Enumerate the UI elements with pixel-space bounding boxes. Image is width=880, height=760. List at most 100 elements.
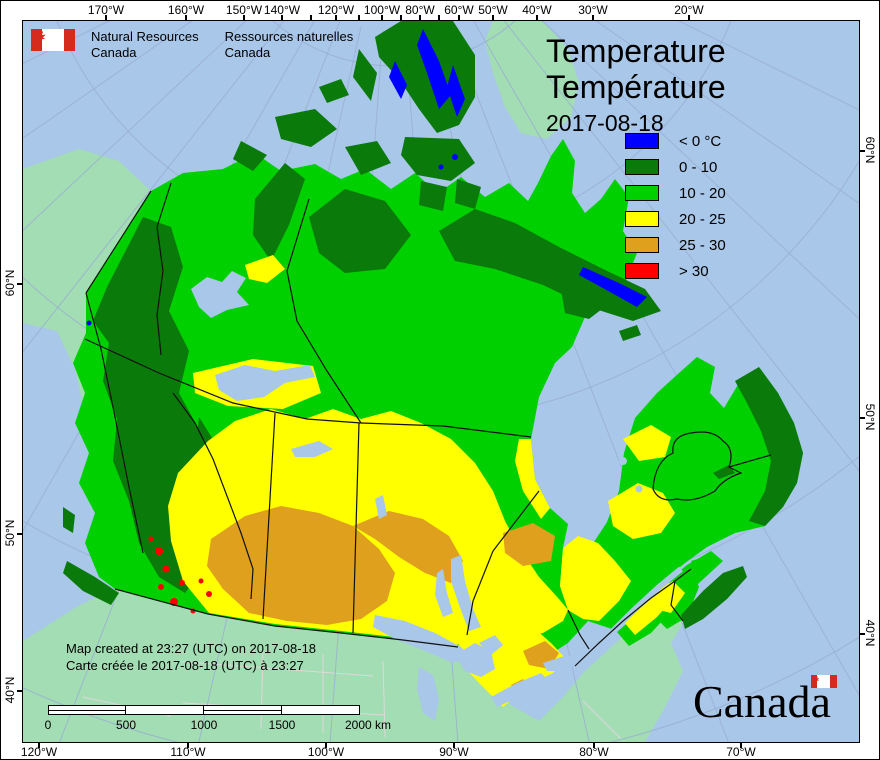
- lake-huron: [455, 635, 503, 677]
- axis-label-top-20w: 20°W: [674, 3, 704, 17]
- legend-label: 25 - 30: [679, 236, 726, 254]
- manitoba-north-border: [360, 422, 532, 438]
- southampton-island: [561, 279, 641, 341]
- legend-label: > 30: [679, 262, 709, 280]
- axis-label-top-30w: 30°W: [578, 3, 608, 17]
- tick-right: [859, 150, 865, 152]
- scale-bar-segments: [48, 705, 360, 715]
- axis-label-left-60n: 60°N: [3, 269, 17, 297]
- parry-islands: [233, 79, 391, 175]
- ontario-quebec-border: [567, 609, 590, 650]
- axis-label-right-50n: 50°N: [863, 403, 877, 431]
- legend-row: 25 - 30: [625, 236, 726, 254]
- legend-row: > 30: [625, 262, 726, 280]
- creation-note-en: Map created at 23:27 (UTC) on 2017-08-18: [66, 641, 317, 656]
- scale-segment: [204, 705, 282, 715]
- tick-top: [185, 15, 187, 21]
- axis-label-left-50n: 50°N: [3, 519, 17, 547]
- department-name-fr: Ressources naturelles Canada: [225, 29, 354, 61]
- wordmark-flag-icon: [810, 675, 837, 688]
- axis-label-top-100w: 100°W: [363, 3, 401, 17]
- tick-right: [859, 417, 865, 419]
- tick-bottom: [740, 742, 742, 748]
- great-bear-lake: [191, 271, 249, 318]
- tick-top: [492, 15, 494, 21]
- tick-bottom: [187, 742, 189, 748]
- anticosti: [699, 511, 737, 525]
- lake-athabasca: [291, 441, 333, 457]
- quebec-yellow-2: [623, 425, 671, 461]
- scale-segment: [48, 705, 126, 715]
- haida-gwaii: [63, 507, 75, 533]
- department-en-line1: Natural Resources: [91, 29, 199, 44]
- maple-leaf-icon: [32, 29, 46, 45]
- tick-top: [358, 15, 360, 21]
- us-border: [114, 568, 692, 667]
- axis-label-bottom-120w: 120°W: [20, 745, 58, 759]
- lake-superior: [373, 615, 471, 663]
- great-slave-lake: [215, 365, 315, 401]
- legend-swatch-0-10: [625, 159, 659, 175]
- legend-swatch-20-25: [625, 211, 659, 227]
- tick-top: [458, 15, 460, 21]
- tick-left: [17, 533, 23, 535]
- tick-right: [859, 633, 865, 635]
- department-name-en: Natural Resources Canada: [91, 29, 199, 61]
- sask-orange-east: [503, 523, 555, 566]
- legend-swatch-25-30: [625, 237, 659, 253]
- creation-note-fr: Carte créée le 2017-08-18 (UTC) à 23:27: [66, 658, 304, 673]
- tick-top: [105, 15, 107, 21]
- alaska-border: [85, 190, 152, 554]
- ellesmere-island: [375, 21, 475, 133]
- lake-michigan: [417, 667, 439, 721]
- scale-segment: [282, 705, 360, 715]
- legend-label: 20 - 25: [679, 210, 726, 228]
- scale-label-2000: 2000 km: [344, 718, 392, 732]
- tick-top: [688, 15, 690, 21]
- tick-bottom: [38, 742, 40, 748]
- alberta-sask-border: [262, 412, 276, 620]
- axis-label-left-40n: 40°N: [3, 676, 17, 704]
- creation-note: Map created at 23:27 (UTC) on 2017-08-18…: [66, 640, 316, 674]
- tick-bottom: [325, 742, 327, 748]
- legend-row: 20 - 25: [625, 210, 726, 228]
- scale-label-0: 0: [44, 718, 52, 732]
- southern-ontario: [456, 617, 566, 707]
- tick-top: [438, 15, 440, 21]
- sask-manitoba-border: [352, 422, 360, 634]
- sixtieth-parallel-border: [84, 338, 362, 424]
- newfoundland-highlands: [713, 465, 735, 479]
- vancouver-island: [63, 561, 119, 605]
- tick-top: [310, 15, 312, 21]
- legend-label: 10 - 20: [679, 184, 726, 202]
- canada-temp-25-30: [207, 506, 559, 693]
- wordmark-text: Canada: [693, 676, 831, 727]
- temperature-map-canvas: [23, 21, 859, 742]
- tick-top: [381, 15, 383, 21]
- axis-label-top-50w: 50°W: [478, 3, 508, 17]
- lake-ontario: [543, 655, 581, 671]
- axis-label-right-40n: 40°N: [863, 619, 877, 647]
- axis-label-top-160w: 160°W: [167, 3, 205, 17]
- legend-label: < 0 °C: [679, 132, 722, 150]
- temperature-legend: < 0 °C 0 - 10 10 - 20 20 - 25 25 - 30 > …: [625, 133, 726, 289]
- axis-label-top-150w: 150°W: [225, 3, 263, 17]
- nova-scotia: [681, 566, 747, 629]
- scale-bar: 0 500 1000 1500 2000 km: [44, 705, 391, 734]
- legend-row: < 0 °C: [625, 132, 726, 150]
- manitoba-ontario-border: [466, 490, 540, 636]
- tick-top: [419, 15, 421, 21]
- lake-winnipeg: [435, 555, 481, 631]
- tick-top: [400, 15, 402, 21]
- legend-row: 10 - 20: [625, 184, 726, 202]
- scale-label-1500: 1500: [268, 718, 296, 732]
- axel-heiberg: [353, 49, 377, 101]
- labrador-coast: [735, 367, 803, 526]
- tick-top: [536, 15, 538, 21]
- canada-temp-below-0: [86, 29, 647, 326]
- tick-left: [17, 690, 23, 692]
- tick-top: [243, 15, 245, 21]
- legend-label: 0 - 10: [679, 158, 718, 176]
- lake-erie: [491, 673, 549, 707]
- department-en-line2: Canada: [91, 45, 137, 60]
